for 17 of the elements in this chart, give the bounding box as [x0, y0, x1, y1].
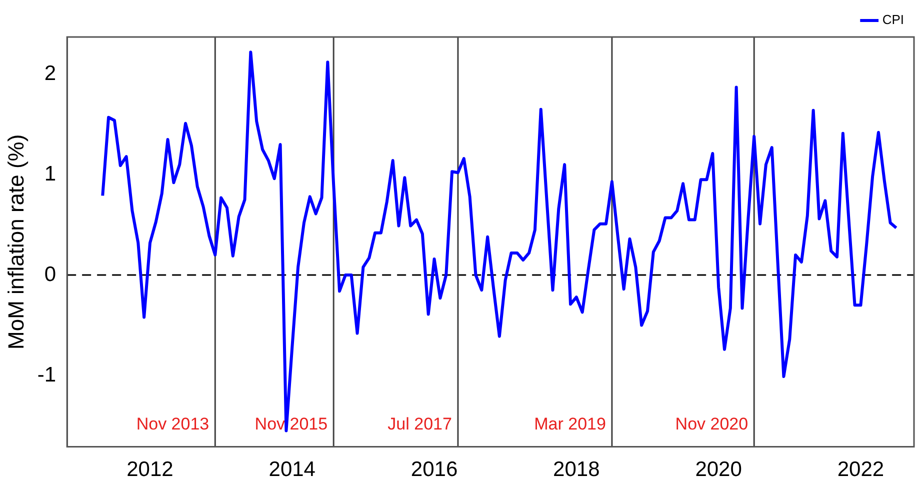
x-tick-label: 2022	[837, 458, 884, 482]
ref-line-label: Nov 2015	[254, 414, 328, 434]
ref-line-label: Nov 2013	[136, 414, 210, 434]
y-tick-label: 1	[44, 162, 56, 186]
y-axis-title: MoM inflation rate (%)	[3, 134, 28, 350]
x-tick-label: 2014	[268, 458, 316, 482]
ref-line-label: Mar 2019	[534, 414, 606, 434]
y-tick-label: 2	[44, 62, 56, 85]
ref-line-label: Nov 2020	[675, 414, 748, 434]
x-tick-label: 2012	[126, 458, 174, 482]
x-tick-label: 2018	[553, 458, 600, 482]
x-tick-label: 2016	[410, 458, 458, 482]
y-tick-label: -1	[37, 363, 56, 386]
ref-line-label: Jul 2017	[388, 414, 452, 434]
legend-label: CPI	[882, 12, 904, 28]
y-tick-label: 0	[44, 262, 56, 286]
x-tick-label: 2020	[695, 458, 742, 482]
